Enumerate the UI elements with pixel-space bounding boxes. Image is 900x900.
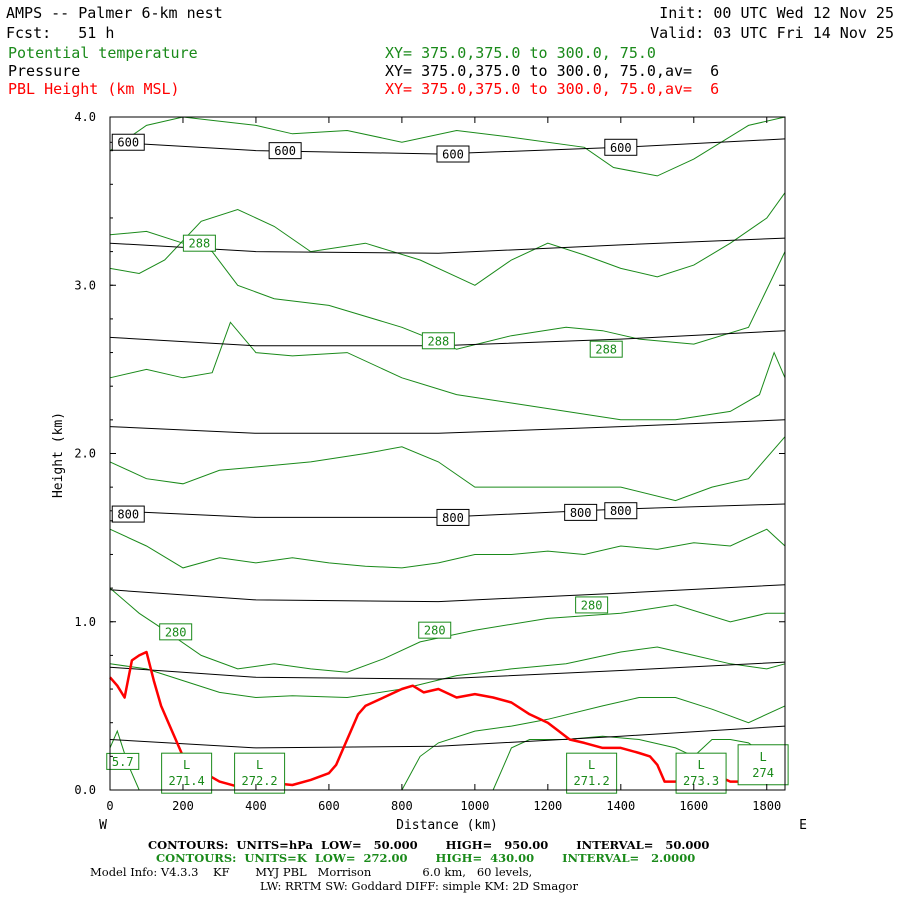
theta-label-6: 5.7 [112, 755, 134, 769]
pressure-label-4: 800 [117, 508, 139, 522]
pressure-contour-5 [109, 584, 786, 603]
theta-label-3-box [159, 623, 193, 641]
x-axis-label: Distance (km) [396, 818, 498, 833]
x-tick-label-8: 1600 [679, 799, 708, 813]
low-marker-letter-1: L [256, 758, 263, 772]
y-tick-label-3: 3.0 [74, 278, 96, 292]
x-tick-label-7: 1400 [606, 799, 635, 813]
y-axis-label: Height (km) [51, 412, 66, 498]
pressure-label-7-box [604, 502, 638, 520]
x-tick-label-3: 600 [318, 799, 340, 813]
pressure-label-5: 800 [442, 511, 464, 525]
field-label-pressure: Pressure [8, 62, 81, 80]
pressure-label-1: 600 [274, 144, 296, 158]
y-tick-label-0: 0.0 [74, 783, 96, 797]
low-marker-value-0: 271.4 [169, 774, 205, 788]
x-tick-label-1: 200 [172, 799, 194, 813]
pbl-height-layer [109, 650, 786, 788]
y-tick-label-2: 2.0 [74, 447, 96, 461]
low-marker-value-3: 273.3 [683, 774, 719, 788]
low-marker-box-1 [234, 752, 286, 794]
theta-label-0-box [182, 234, 216, 252]
pressure-label-2-box [436, 145, 470, 163]
pressure-label-7: 800 [610, 504, 632, 518]
theta-label-3: 280 [165, 625, 187, 639]
low-marker-box-3 [675, 752, 727, 794]
theta-contour-5 [109, 528, 786, 569]
header-valid-time: Valid: 03 UTC Fri 14 Nov 25 [650, 24, 894, 42]
pressure-label-1-box [268, 142, 302, 160]
footer-contours-theta: CONTOURS: UNITS=K LOW= 272.00 HIGH= 430.… [156, 851, 696, 865]
theta-contour-9 [492, 735, 786, 791]
x-tick-label-4: 800 [391, 799, 413, 813]
low-marker-value-1: 272.2 [242, 774, 278, 788]
pressure-contour-7 [109, 725, 786, 749]
footer-model-info: Model Info: V4.3.3 KF MYJ PBL Morrison 6… [90, 865, 533, 879]
header-forecast-hour: Fcst: 51 h [6, 24, 115, 42]
pressure-contour-3 [109, 419, 786, 434]
theta-label-4-box [418, 621, 452, 639]
axes: 0 200 400 600 800 1000 1200 1400 1600 1800 0.0 1.0 2… [74, 110, 785, 813]
pressure-label-3: 600 [610, 141, 632, 155]
low-marker-value-2: 271.2 [574, 774, 610, 788]
footer-contours-pressure: CONTOURS: UNITS=hPa LOW= 50.000 HIGH= 95… [148, 838, 710, 852]
theta-label-1-box [421, 332, 455, 350]
low-marker-letter-2: L [588, 758, 595, 772]
x-tick-label-0: 0 [106, 799, 113, 813]
theta-label-0: 288 [189, 237, 211, 251]
pressure-label-3-box [604, 138, 638, 156]
header-title: AMPS -- Palmer 6-km nest [6, 4, 223, 22]
contour-labels: 600 600 600 600 800 800 800 800 288 288 288 280 280 2… [106, 133, 789, 794]
pressure-label-6-box [564, 503, 598, 521]
pressure-label-0-box [111, 133, 145, 151]
pressure-contour-6 [109, 661, 786, 680]
y-tick-label-4: 4.0 [74, 110, 96, 124]
low-marker-box-2 [566, 752, 618, 794]
theta-contour-6 [109, 587, 785, 673]
header-init-time: Init: 00 UTC Wed 12 Nov 25 [659, 4, 894, 22]
pressure-label-5-box [436, 508, 470, 526]
low-marker-letter-3: L [697, 758, 704, 772]
theta-contour-0 [109, 116, 786, 177]
theta-label-2: 288 [595, 343, 617, 357]
theta-contours [109, 116, 786, 791]
field-xy-pressure: XY= 375.0,375.0 to 300.0, 75.0,av= 6 [385, 62, 720, 80]
pressure-contours [109, 138, 786, 749]
theta-label-5: 280 [581, 598, 603, 612]
low-marker-box-0 [161, 752, 213, 794]
low-marker-letter-0: L [183, 758, 190, 772]
theta-contour-1 [109, 192, 786, 286]
theta-label-4: 280 [424, 624, 446, 638]
footer-physics: LW: RRTM SW: Goddard DIFF: simple KM: 2D… [260, 879, 578, 893]
x-tick-label-5: 1000 [460, 799, 489, 813]
field-xy-theta: XY= 375.0,375.0 to 300.0, 75.0 [385, 44, 656, 62]
low-marker-box-4 [737, 744, 789, 786]
theta-contour-8 [401, 697, 786, 791]
west-label: W [99, 818, 107, 833]
y-tick-label-1: 1.0 [74, 615, 96, 629]
theta-label-1: 288 [428, 334, 450, 348]
field-label-pbl: PBL Height (km MSL) [8, 80, 180, 98]
theta-contour-7 [109, 646, 786, 699]
x-tick-label-9: 1800 [752, 799, 781, 813]
pbl-height-line [109, 650, 786, 788]
pressure-label-6: 800 [570, 506, 592, 520]
theta-label-2-box [589, 340, 623, 358]
east-label: E [799, 818, 807, 833]
pressure-label-0: 600 [117, 136, 139, 150]
theta-label-5-box [575, 596, 609, 614]
theta-contour-3 [109, 321, 786, 421]
x-tick-label-2: 400 [245, 799, 267, 813]
pressure-label-4-box [111, 505, 145, 523]
low-marker-letter-4: L [759, 750, 766, 764]
pressure-label-2: 600 [442, 148, 464, 162]
theta-contour-4 [109, 436, 786, 502]
x-tick-label-6: 1200 [533, 799, 562, 813]
field-label-theta: Potential temperature [8, 44, 198, 62]
theta-label-6-box [106, 752, 140, 770]
low-marker-value-4: 274 [752, 766, 774, 780]
field-xy-pbl: XY= 375.0,375.0 to 300.0, 75.0,av= 6 [385, 80, 720, 98]
